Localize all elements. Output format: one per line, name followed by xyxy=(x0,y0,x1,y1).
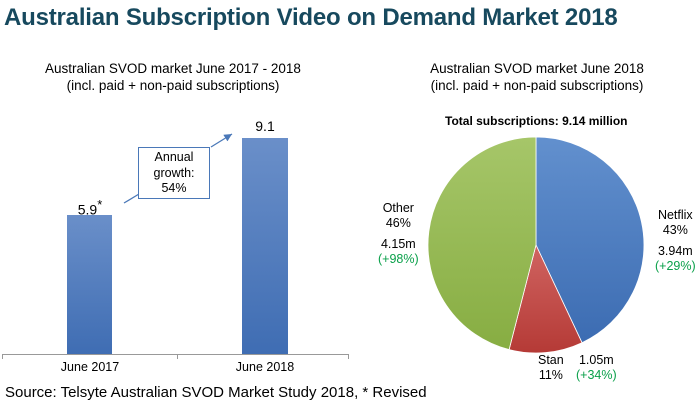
label-stan-values: 1.05m (+34%) xyxy=(576,353,617,383)
label-other: Other 46% 4.15m (+98%) xyxy=(378,201,419,267)
label-netflix-pct: 43% xyxy=(662,223,688,237)
callout-line1: Annual xyxy=(154,150,194,164)
label-stan-subs: 1.05m xyxy=(578,353,614,367)
label-netflix: Netflix 43% 3.94m (+29%) xyxy=(655,208,696,274)
source-note: Source: Telsyte Australian SVOD Market S… xyxy=(5,384,427,401)
pie-chart-title-line1: Australian SVOD market June 2018 xyxy=(430,61,644,76)
label-other-name: Other xyxy=(382,201,414,215)
label-other-pct: 46% xyxy=(385,216,411,230)
annual-growth-callout: Annual growth: 54% xyxy=(138,147,210,199)
x-axis-tick xyxy=(177,354,178,359)
x-axis-tick xyxy=(348,354,349,359)
bar-value-june-2018: 9.1 xyxy=(255,118,275,134)
x-axis xyxy=(2,354,348,355)
bar-june-2018 xyxy=(242,138,288,354)
bar-chart-subtitle: (incl. paid + non-paid subscriptions) xyxy=(66,78,280,93)
pie-slice-netflix xyxy=(535,136,645,344)
page-title: Australian Subscription Video on Demand … xyxy=(4,4,618,31)
label-other-growth: (+98%) xyxy=(378,252,419,266)
label-stan-growth: (+34%) xyxy=(576,368,617,382)
pie-chart-title: Australian SVOD market June 2018 (incl. … xyxy=(412,60,662,94)
label-netflix-growth: (+29%) xyxy=(655,259,696,273)
bar-june-2017 xyxy=(67,215,112,354)
pie-chart-subtitle: (incl. paid + non-paid subscriptions) xyxy=(430,78,644,93)
x-label-june-2018: June 2018 xyxy=(235,360,295,374)
total-subscriptions: Total subscriptions: 9.14 million xyxy=(445,114,628,128)
label-stan-name: Stan xyxy=(538,353,564,367)
label-stan-pct: 11% xyxy=(538,368,563,382)
label-other-subs: 4.15m xyxy=(380,237,416,251)
label-netflix-name: Netflix xyxy=(657,208,693,222)
pie-slice-other xyxy=(427,136,537,351)
label-netflix-subs: 3.94m xyxy=(657,244,693,258)
callout-line2: growth: xyxy=(153,165,195,180)
bar-chart-title-line1: Australian SVOD market June 2017 - 2018 xyxy=(45,61,301,76)
label-stan: Stan 11% xyxy=(538,353,564,383)
x-axis-tick xyxy=(2,354,3,359)
x-label-june-2017: June 2017 xyxy=(60,360,120,374)
bar-value-june-2017: 5.9* xyxy=(77,197,103,218)
pie-slice-stan xyxy=(508,243,583,354)
callout-line3: 54% xyxy=(161,181,187,195)
bar-chart-title: Australian SVOD market June 2017 - 2018 … xyxy=(38,60,308,94)
